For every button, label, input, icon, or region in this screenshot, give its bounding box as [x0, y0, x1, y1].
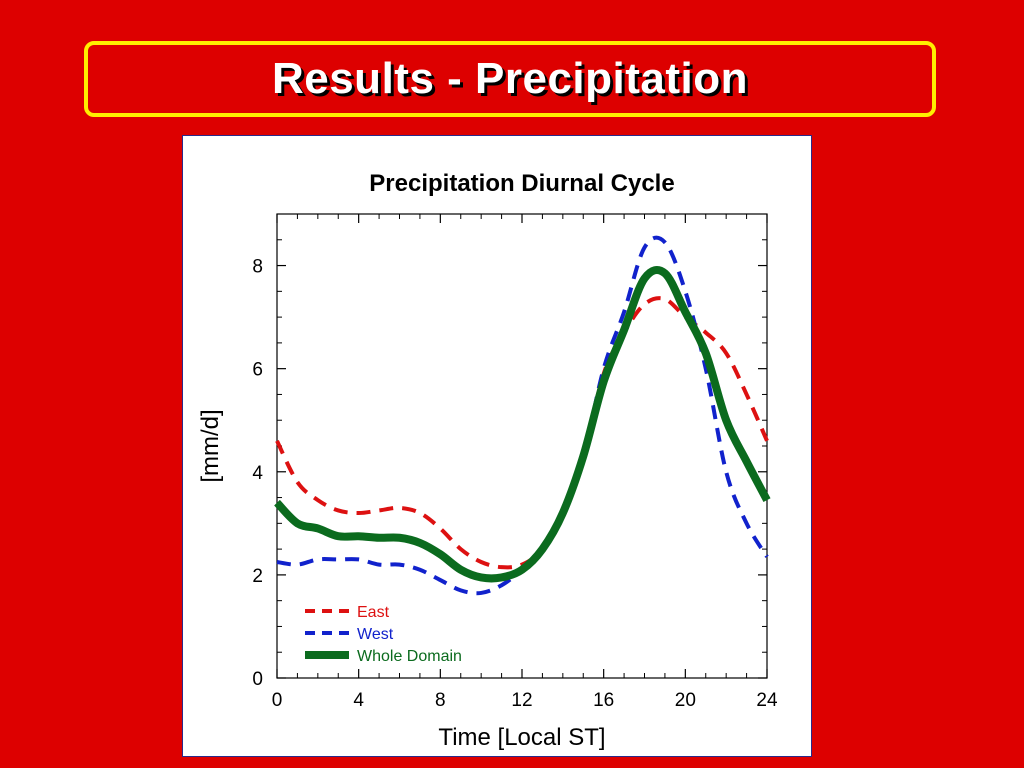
series-line-whole-domain — [274, 265, 771, 583]
series-line-west — [276, 235, 769, 596]
x-tick-label: 0 — [272, 690, 283, 711]
axis-ticks — [276, 213, 768, 679]
y-tick-label: 2 — [252, 566, 263, 587]
chart-panel: Precipitation Diurnal Cycle 0 4 8 12 16 20 24 0… — [182, 135, 812, 757]
precipitation-chart: Precipitation Diurnal Cycle 0 4 8 12 16 20 240… — [197, 170, 778, 751]
chart-title: Precipitation Diurnal Cycle — [369, 170, 674, 197]
y-tick-label: 4 — [252, 463, 263, 484]
x-tick-label: 12 — [511, 690, 532, 711]
x-tick-label: 8 — [435, 690, 446, 711]
slide-title-box: Results - Precipitation — [84, 41, 936, 117]
legend-label: West — [357, 626, 394, 643]
x-tick-label: 24 — [756, 690, 778, 711]
chart-legend: East West Whole Domain — [305, 604, 462, 665]
y-tick-label: 8 — [252, 257, 263, 278]
y-tick-label: 6 — [252, 360, 263, 381]
y-axis-label: [mm/d] — [197, 409, 224, 482]
series-lines — [274, 235, 771, 596]
slide-title: Results - Precipitation — [271, 54, 749, 103]
x-tick-label: 4 — [353, 690, 364, 711]
legend-label: Whole Domain — [357, 648, 462, 665]
series-line-east — [275, 296, 769, 570]
plot-frame — [276, 213, 768, 679]
legend-label: East — [357, 604, 390, 621]
x-tick-label: 16 — [593, 690, 614, 711]
x-tick-label: 20 — [675, 690, 696, 711]
x-axis-label: Time [Local ST] — [438, 724, 605, 751]
y-tick-label: 0 — [252, 669, 263, 690]
